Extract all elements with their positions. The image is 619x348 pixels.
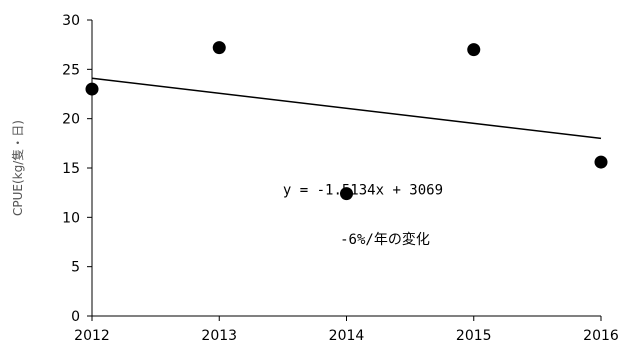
x-tick-label: 2016 <box>583 328 619 344</box>
y-tick-label: 15 <box>62 161 80 177</box>
x-tick-label: 2013 <box>201 328 237 344</box>
y-tick-label: 10 <box>62 210 80 226</box>
annotations: y = -1.5134x + 3069 -6%/年の変化 <box>283 183 443 248</box>
y-tick-label: 20 <box>62 112 80 128</box>
x-tick-label: 2014 <box>329 328 365 344</box>
y-tick-label: 5 <box>71 260 80 276</box>
y-tick-label: 25 <box>62 62 80 78</box>
trendline <box>91 77 602 140</box>
y-tick-label: 30 <box>62 13 80 29</box>
data-point <box>467 43 481 57</box>
data-point <box>594 155 608 169</box>
annotation-text: y = -1.5134x + 3069 <box>283 183 443 199</box>
axes <box>91 20 601 317</box>
x-axis-ticks: 2012 2013 2014 2015 2016 <box>74 316 619 344</box>
y-axis-ticks: 0 5 10 15 20 25 30 <box>62 13 92 325</box>
x-tick-label: 2012 <box>74 328 110 344</box>
y-tick-label: 0 <box>71 309 80 325</box>
data-points <box>85 41 608 201</box>
data-point <box>212 41 226 55</box>
y-axis-label: CPUE(kg/隻・日) <box>10 120 25 216</box>
annotation-text: -6%/年の変化 <box>340 231 430 248</box>
data-point <box>340 187 353 201</box>
x-tick-label: 2015 <box>456 328 492 344</box>
data-point <box>85 82 99 96</box>
